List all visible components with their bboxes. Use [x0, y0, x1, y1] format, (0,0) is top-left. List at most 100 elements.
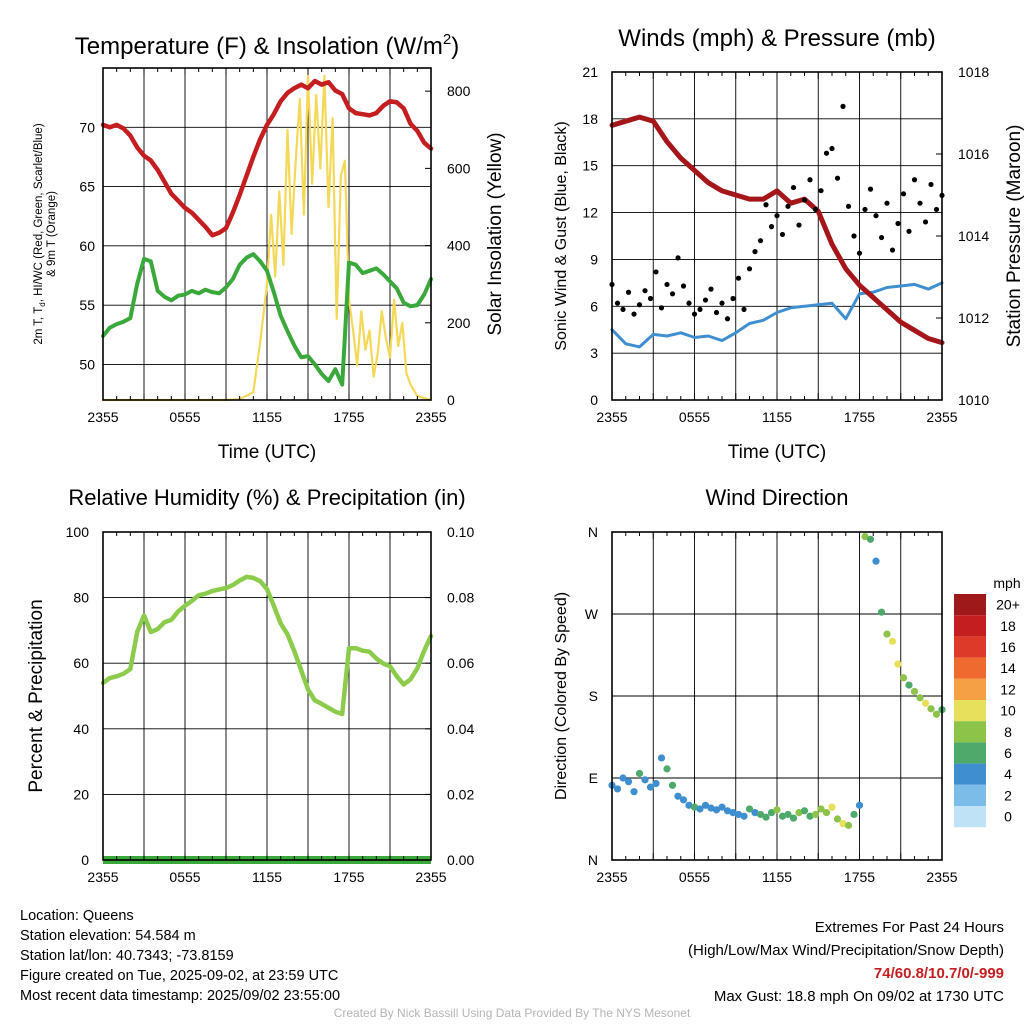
y-tick-label: 0 — [590, 392, 598, 408]
y2-axis-title: Solar Insolation (Yellow) — [485, 132, 506, 335]
direction-point — [932, 710, 941, 718]
legend-swatch — [954, 594, 986, 616]
extremes-info: Extremes For Past 24 Hours (High/Low/Max… — [688, 916, 1004, 1008]
gust-point — [911, 177, 918, 183]
chart-title: Wind Direction — [705, 485, 848, 510]
gust-point — [757, 238, 764, 244]
location-text: Location: Queens — [20, 908, 134, 924]
y2-tick-label: 0.00 — [447, 852, 474, 868]
y2-tick-label: 0 — [447, 392, 455, 408]
gust-point — [664, 281, 670, 288]
y-tick-label: 15 — [582, 158, 598, 174]
gust-point — [680, 283, 687, 289]
legend-label: 0 — [1004, 809, 1012, 825]
legend-swatch — [954, 721, 986, 743]
y2-tick-label: 1016 — [958, 146, 989, 162]
direction-point — [910, 687, 919, 696]
x-tick-label: 0555 — [169, 869, 200, 885]
gust-point — [724, 316, 731, 322]
direction-point — [877, 608, 886, 616]
x-tick-label: 2355 — [596, 869, 627, 885]
y-tick-label: 40 — [73, 721, 89, 737]
legend-swatch — [954, 636, 986, 658]
x-axis-title: Time (UTC) — [728, 442, 827, 463]
elevation-text: Station elevation: 54.584 m — [20, 928, 196, 944]
chart-title: Winds (mph) & Pressure (mb) — [618, 25, 935, 52]
temperature-panel: 50 55 60 65 70 0 200 400 600 800 2355 0555 1155 1755 2… — [33, 31, 506, 463]
y-axis-title-line2: & 9m T (Orange) — [46, 191, 58, 277]
direction-point — [888, 637, 897, 645]
gust-point — [900, 191, 907, 197]
y2-tick-label: 1012 — [958, 310, 989, 326]
gust-point — [906, 228, 912, 234]
gust-point — [834, 175, 841, 181]
y2-tick-label: 0.08 — [447, 590, 474, 606]
wind-speed-line — [610, 281, 944, 349]
y-tick-label: 12 — [582, 205, 598, 221]
legend-swatch — [954, 678, 986, 700]
legend-label: 10 — [1000, 703, 1016, 719]
x-tick-label: 1155 — [762, 409, 792, 425]
y-axis-title: Sonic Wind & Gust (Blue, Black) — [553, 121, 570, 350]
direction-point — [872, 557, 880, 565]
direction-point — [850, 810, 858, 819]
x-tick-label: 2355 — [87, 869, 118, 885]
legend-swatch — [954, 806, 986, 828]
gust-point — [867, 186, 874, 192]
y-tick-label: 60 — [79, 238, 95, 254]
y-tick-label: 0 — [81, 852, 89, 868]
gust-point — [845, 203, 852, 209]
gust-point — [752, 249, 758, 255]
x-tick-label: 1155 — [252, 869, 282, 885]
direction-point — [685, 801, 693, 809]
y2-axis-title: Station Pressure (Maroon) — [1004, 125, 1024, 348]
gust-point — [878, 234, 885, 241]
direction-point — [635, 769, 644, 778]
x-tick-label: 1155 — [762, 869, 792, 885]
gust-point — [708, 286, 714, 292]
direction-point — [701, 801, 710, 809]
gust-point — [933, 206, 940, 213]
direction-point — [613, 785, 622, 793]
gust-point — [812, 206, 819, 213]
direction-point — [740, 812, 748, 820]
gust-point — [768, 224, 775, 230]
speed-legend: mph 20+ 18 16 14 12 10 8 6 4 2 0 — [954, 575, 1021, 828]
legend-label: 2 — [1004, 787, 1012, 803]
direction-point — [806, 812, 814, 820]
y-tick-label: W — [585, 606, 599, 622]
humidity-line — [100, 574, 434, 717]
x-tick-label: 1155 — [252, 409, 282, 425]
gust-point — [873, 213, 879, 219]
direction-point — [619, 774, 627, 782]
direction-point — [745, 805, 754, 813]
direction-point — [646, 783, 655, 791]
direction-point — [767, 809, 776, 817]
x-tick-label: 2355 — [87, 409, 118, 425]
direction-point — [916, 694, 924, 702]
gust-point — [895, 220, 901, 227]
direction-point — [921, 699, 930, 707]
direction-point — [756, 810, 765, 819]
gust-point — [922, 219, 929, 225]
gust-point — [796, 222, 802, 228]
y-axis-title: 2m T, Td, HI/WC (Red, Green, Scarlet/Blu… — [33, 123, 47, 344]
y-tick-label: S — [589, 688, 598, 704]
direction-point — [861, 532, 869, 541]
y2-tick-label: 200 — [447, 315, 471, 331]
x-tick-label: 2355 — [926, 409, 957, 425]
gust-point — [669, 291, 676, 297]
gust-point — [620, 306, 626, 313]
legend-swatch — [954, 784, 986, 806]
direction-point — [707, 804, 715, 812]
gust-point — [851, 233, 857, 239]
y2-tick-label: 1010 — [958, 392, 989, 408]
extremes-values: 74/60.8/10.7/0/-999 — [873, 965, 1004, 982]
x-tick-label: 2355 — [415, 409, 446, 425]
gust-point — [741, 306, 747, 313]
winds-panel: 0 3 6 9 12 15 18 21 1010 1012 1014 1016 1018 2355 0555… — [553, 25, 1024, 463]
direction-point — [899, 674, 908, 682]
gust-point — [691, 311, 698, 317]
y2-tick-label: 0.10 — [447, 524, 474, 540]
direction-point — [795, 809, 803, 817]
